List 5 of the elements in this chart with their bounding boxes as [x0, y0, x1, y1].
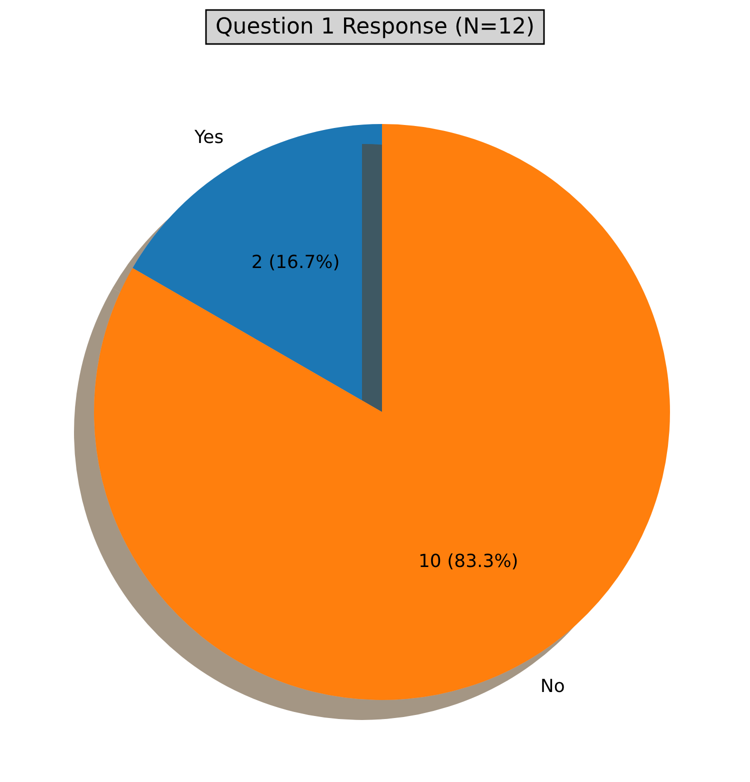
data-label: 10 (83.3%) [418, 551, 518, 572]
data-label: 2 (16.7%) [251, 252, 340, 273]
chart-title: Question 1 Response (N=12) [215, 14, 535, 40]
slice-label: No [540, 676, 565, 697]
slice-label: Yes [194, 127, 224, 148]
